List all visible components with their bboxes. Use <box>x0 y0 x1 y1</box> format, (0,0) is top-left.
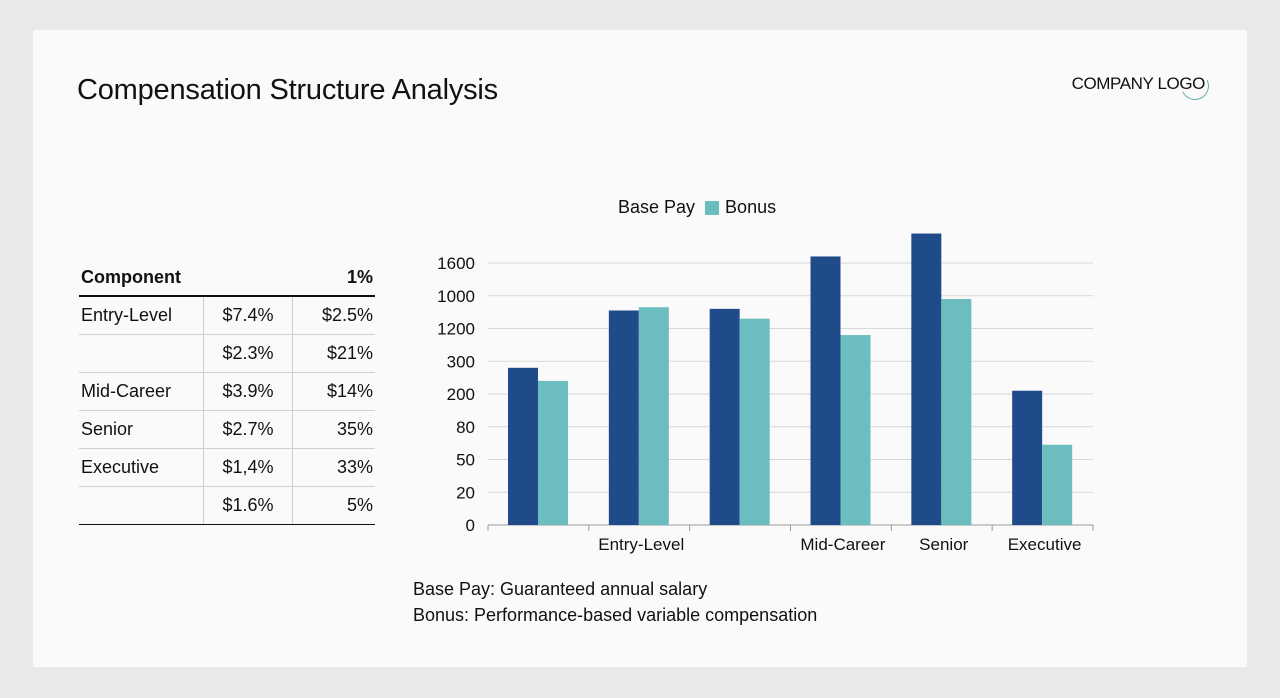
table-cell: $2.7% <box>203 410 293 449</box>
y-tick-label: 1600 <box>437 254 475 273</box>
y-tick-label: 300 <box>447 352 475 371</box>
x-tick-label: Entry-Level <box>598 535 684 554</box>
compensation-table: Component 1% Entry-Level $7.4% $2.5% $2.… <box>79 260 375 525</box>
table-cell <box>79 486 204 525</box>
legend-label-bonus: Bonus <box>725 197 777 217</box>
chart-legend: Base Pay Bonus <box>618 197 776 218</box>
table-header-percent: 1% <box>292 260 375 297</box>
logo-text: COMPANY LOGO <box>1071 74 1206 93</box>
bar-base-pay <box>608 310 639 525</box>
y-tick-label: 200 <box>447 385 475 404</box>
table-header-row: Component 1% <box>79 260 375 297</box>
x-tick-label: Executive <box>1008 535 1082 554</box>
table-cell: 35% <box>292 410 375 449</box>
table-row: Entry-Level $7.4% $2.5% <box>79 296 375 335</box>
bar-base-pay <box>1012 390 1043 525</box>
table-cell <box>79 334 204 373</box>
y-tick-label: 1000 <box>437 287 475 306</box>
table-row: Executive $1,4% 33% <box>79 448 375 487</box>
bar-base-pay <box>911 233 942 525</box>
company-logo: COMPANY LOGO <box>1071 68 1213 104</box>
table-cell: $1,4% <box>203 448 293 487</box>
table-cell: $14% <box>292 372 375 411</box>
legend-label-base-pay: Base Pay <box>618 197 696 217</box>
table-cell: $2.5% <box>292 296 375 335</box>
table-row: $2.3% $21% <box>79 334 375 373</box>
bar-bonus <box>538 380 568 525</box>
table-cell: $7.4% <box>203 296 293 335</box>
table-cell: $21% <box>292 334 375 373</box>
table-cell: $2.3% <box>203 334 293 373</box>
bar-bonus <box>840 335 871 525</box>
x-tick-label: Mid-Career <box>800 535 885 554</box>
bar-bonus <box>739 318 770 525</box>
bar-bonus <box>1042 444 1073 525</box>
y-tick-label: 0 <box>466 516 475 535</box>
bar-base-pay <box>810 256 841 525</box>
legend-swatch-bonus <box>705 200 720 215</box>
table-row: Senior $2.7% 35% <box>79 410 375 449</box>
page-title: Compensation Structure Analysis <box>77 74 498 106</box>
table-cell: $1.6% <box>203 486 293 525</box>
table-cell: Executive <box>79 448 204 487</box>
chart-notes: Base Pay: Guaranteed annual salary Bonus… <box>413 576 817 628</box>
y-tick-label: 80 <box>456 418 475 437</box>
table-cell: 33% <box>292 448 375 487</box>
table-cell: 5% <box>292 486 375 525</box>
y-tick-label: 1200 <box>437 320 475 339</box>
x-tick-label: Senior <box>919 535 968 554</box>
table-row: Mid-Career $3.9% $14% <box>79 372 375 411</box>
bar-bonus <box>941 299 972 525</box>
note-bonus: Bonus: Performance-based variable compen… <box>413 605 818 625</box>
y-tick-label: 50 <box>456 451 475 470</box>
table-row: $1.6% 5% <box>79 486 375 525</box>
table-cell: Senior <box>79 410 204 449</box>
bar-chart: 0 20 50 80 200 300 1200 1000 1600 Entry-Level Mid-… <box>437 233 1094 554</box>
bar-base-pay <box>508 367 538 525</box>
bar-bonus <box>638 307 669 525</box>
note-base-pay: Base Pay: Guaranteed annual salary <box>413 579 708 599</box>
slide-canvas: Compensation Structure Analysis COMPANY … <box>33 30 1247 667</box>
table-cell: Entry-Level <box>79 296 204 335</box>
table-cell: Mid-Career <box>79 372 204 411</box>
y-tick-label: 20 <box>456 483 475 502</box>
table-header-component: Component <box>79 260 293 297</box>
bar-base-pay <box>709 308 740 525</box>
table-cell: $3.9% <box>203 372 293 411</box>
